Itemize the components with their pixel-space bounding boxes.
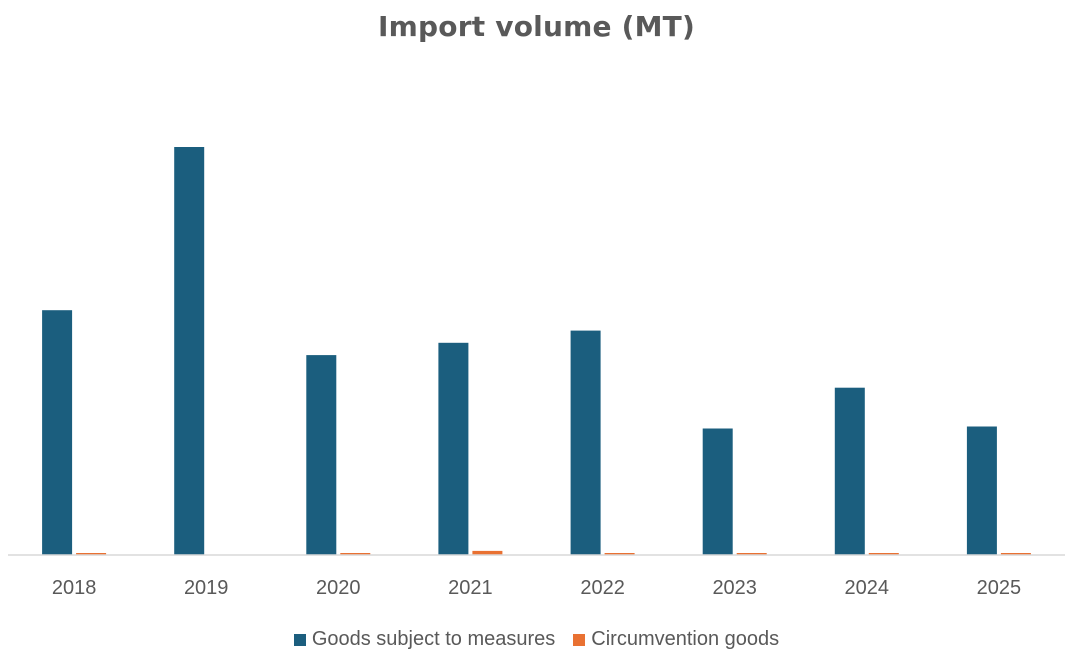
bar-circumvention-goods-2021 bbox=[472, 550, 503, 555]
bar-circumvention-goods-2018 bbox=[76, 553, 107, 555]
legend-item-goods-subject-to-measures: Goods subject to measures bbox=[293, 628, 556, 651]
bar-circumvention-goods-2024 bbox=[868, 553, 899, 555]
legend-label: Goods subject to measures bbox=[311, 628, 556, 650]
bar-goods-subject-to-measures-2021 bbox=[438, 342, 469, 555]
bar-circumvention-goods-2022 bbox=[604, 553, 635, 555]
x-tick-label-2023: 2023 bbox=[712, 577, 757, 599]
chart-title: Import volume (MT) bbox=[378, 10, 695, 43]
legend-label: Circumvention goods bbox=[591, 628, 780, 650]
x-tick-label-2019: 2019 bbox=[184, 577, 229, 599]
bar-goods-subject-to-measures-2023 bbox=[702, 428, 733, 555]
x-tick-label-2020: 2020 bbox=[316, 577, 361, 599]
x-tick-label-2025: 2025 bbox=[977, 577, 1022, 599]
bar-goods-subject-to-measures-2022 bbox=[570, 330, 601, 555]
bar-goods-subject-to-measures-2024 bbox=[834, 387, 865, 555]
bar-chart: 2018 2019 2020 2021 2022 2023 2024 2025 bbox=[8, 147, 1065, 599]
legend: Goods subject to measures Circumvention g… bbox=[0, 628, 1073, 651]
bar-circumvention-goods-2025 bbox=[1000, 553, 1031, 555]
bar-circumvention-goods-2023 bbox=[736, 553, 767, 555]
bar-goods-subject-to-measures-2019 bbox=[174, 147, 205, 555]
x-tick-label-2018: 2018 bbox=[52, 577, 97, 599]
bar-goods-subject-to-measures-2018 bbox=[42, 310, 73, 555]
legend-swatch bbox=[573, 633, 586, 646]
legend-swatch bbox=[293, 633, 306, 646]
x-tick-label-2024: 2024 bbox=[845, 577, 890, 599]
x-tick-label-2021: 2021 bbox=[448, 577, 493, 599]
legend-item-circumvention-goods: Circumvention goods bbox=[573, 628, 779, 651]
bar-goods-subject-to-measures-2020 bbox=[306, 355, 337, 555]
x-tick-label-2022: 2022 bbox=[580, 577, 625, 599]
bars-layer bbox=[42, 147, 1031, 555]
x-tick-labels: 2018 2019 2020 2021 2022 2023 2024 2025 bbox=[52, 577, 1021, 599]
bar-goods-subject-to-measures-2025 bbox=[966, 426, 997, 555]
bar-circumvention-goods-2020 bbox=[340, 553, 371, 555]
